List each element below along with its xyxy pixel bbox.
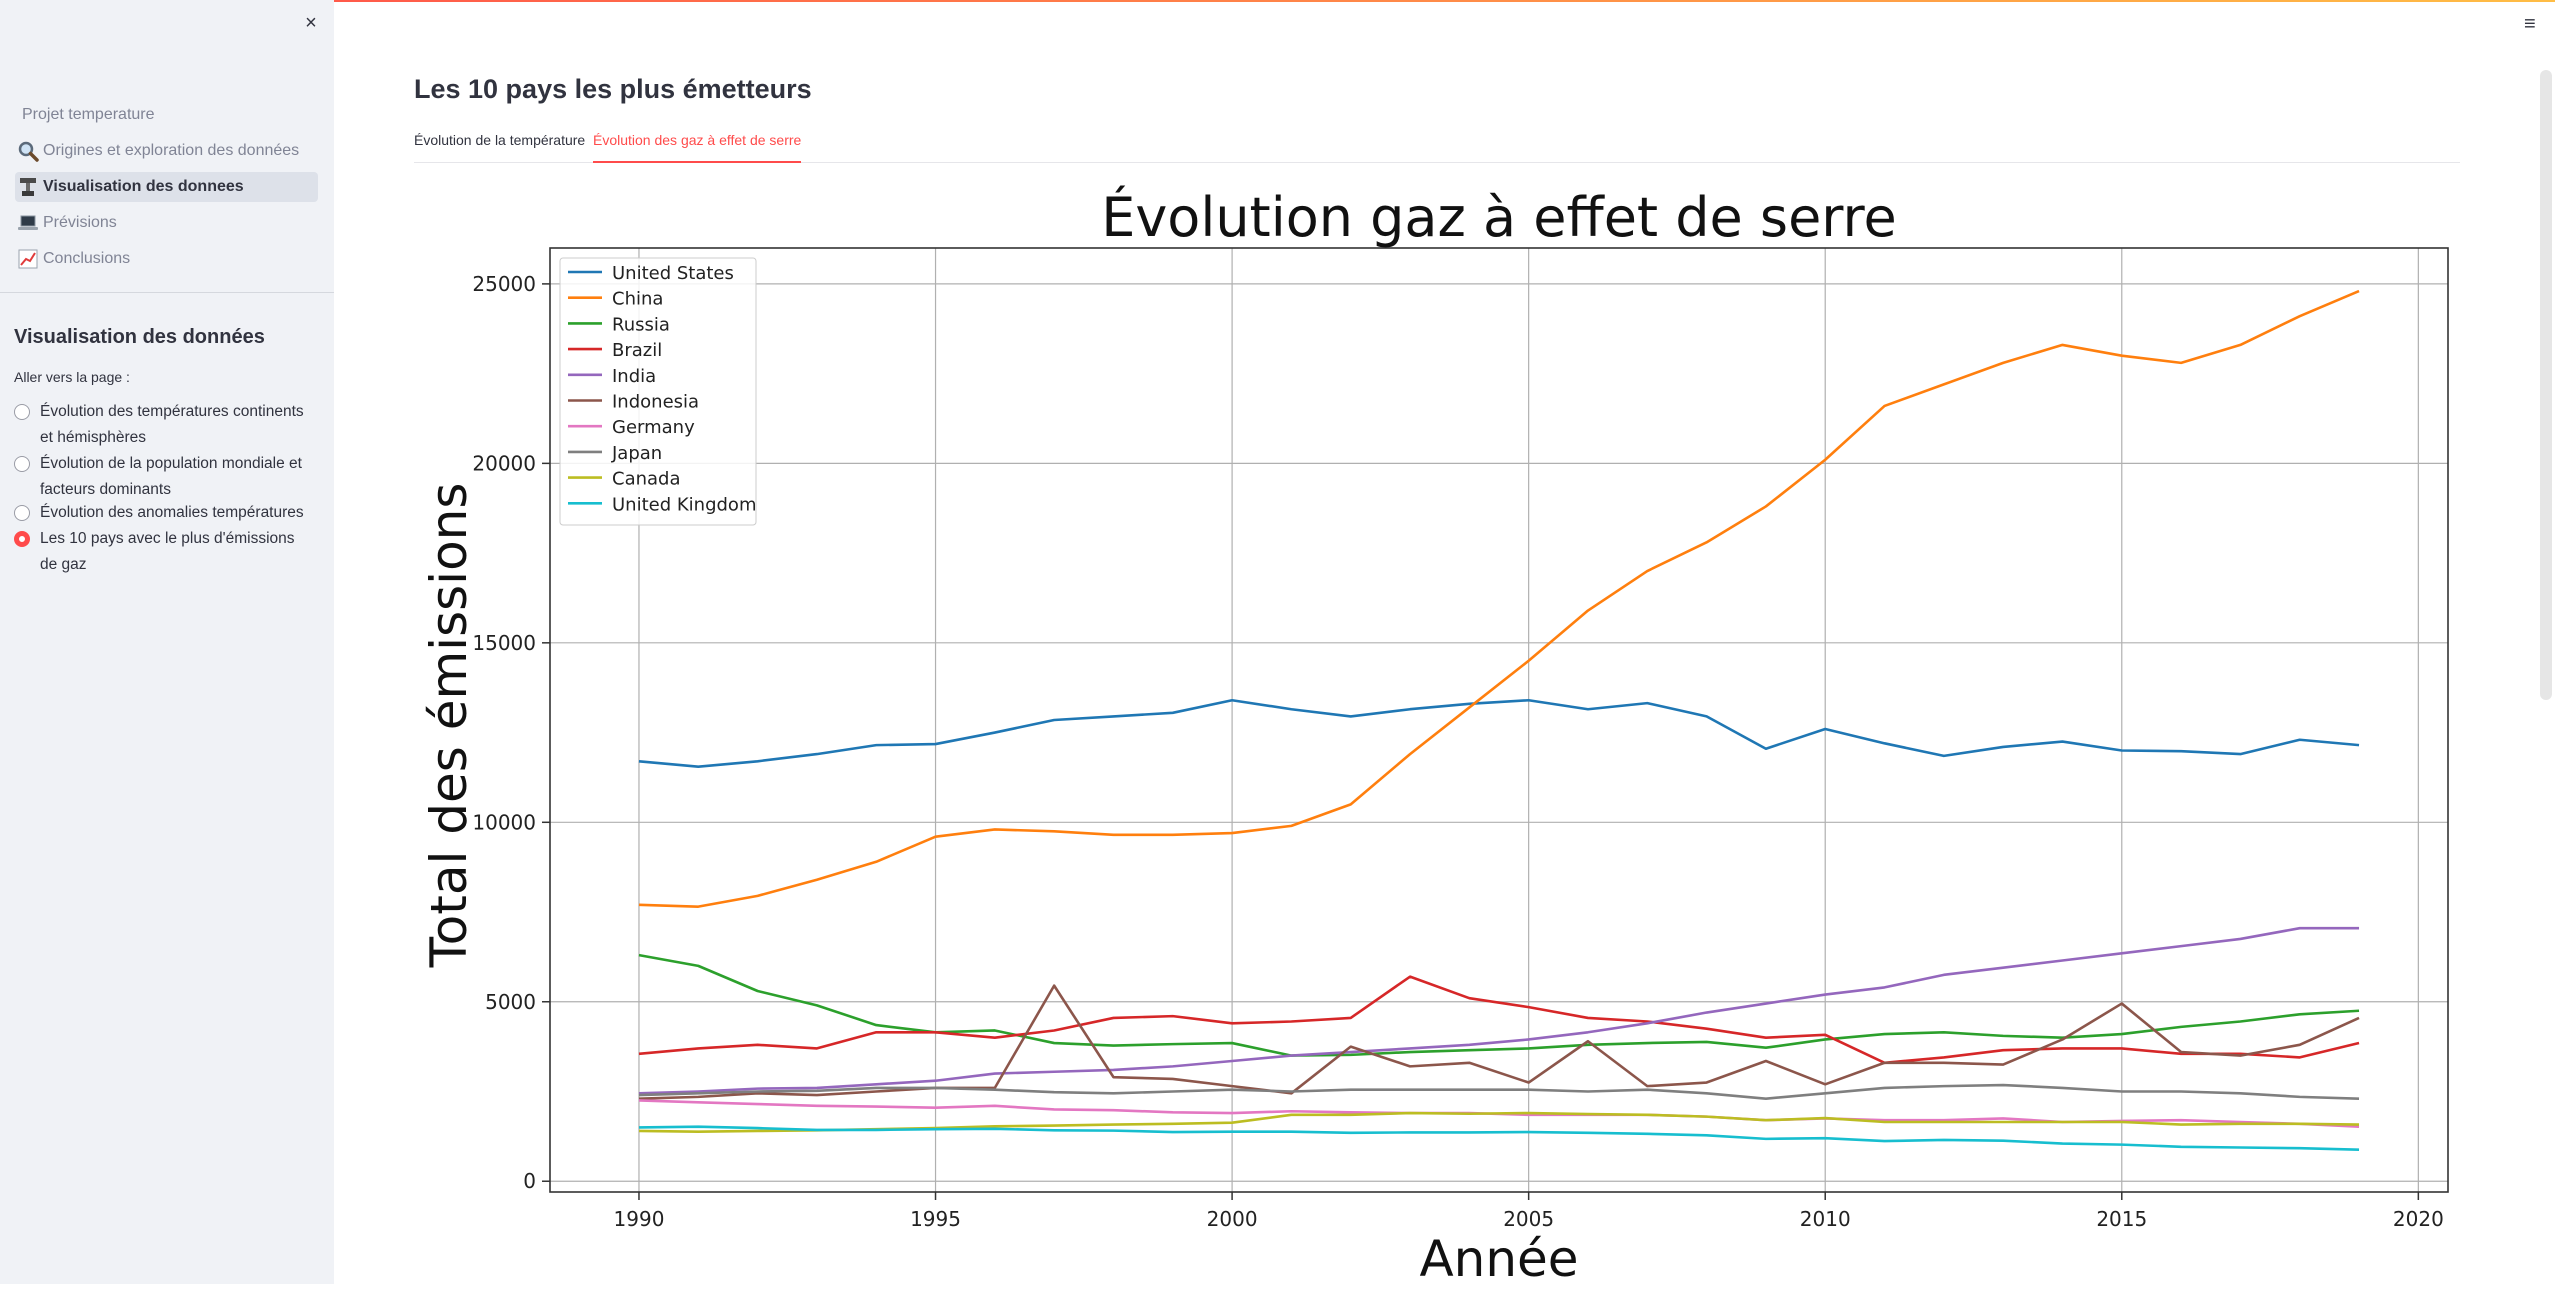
laptop-icon xyxy=(15,212,41,234)
radio-option-emissions[interactable]: Les 10 pays avec le plus d'émissions de … xyxy=(14,526,314,578)
legend-entry: China xyxy=(612,289,663,310)
legend-entry: United States xyxy=(612,263,734,284)
x-tick-label: 1995 xyxy=(910,1207,961,1231)
radio-option-anomalies[interactable]: Évolution des anomalies températures xyxy=(14,500,314,526)
tab-gaz-effet-serre[interactable]: Évolution des gaz à effet de serre xyxy=(593,128,802,163)
series-line-japan xyxy=(638,1083,2360,1100)
series-line-united-states xyxy=(638,698,2360,768)
x-axis-label: Année xyxy=(1419,1230,1578,1284)
chart-title: Évolution gaz à effet de serre xyxy=(1101,186,1897,249)
x-tick-label: 2000 xyxy=(1207,1207,1258,1231)
chart-increasing-icon xyxy=(15,248,41,270)
chart-axes: 1990 1995 2000 2005 2010 2015 2020 0 5000 10000 15… xyxy=(472,247,2449,1231)
sidebar-section-title: Visualisation des données xyxy=(14,326,265,348)
series-line-china xyxy=(638,289,2360,908)
radio-option-temperatures[interactable]: Évolution des températures continents et… xyxy=(14,399,314,451)
radio-group-label: Aller vers la page : xyxy=(14,369,130,385)
x-tick-label: 2020 xyxy=(2393,1207,2444,1231)
radio-option-label: Évolution de la population mondiale et f… xyxy=(40,455,302,498)
emissions-line-chart: Évolution gaz à effet de serre 1990 1995 2… xyxy=(420,186,2449,1288)
magnifier-icon xyxy=(15,140,41,162)
chart-series-lines xyxy=(638,289,2360,1151)
nav-item-label: Visualisation des donnees xyxy=(43,178,244,195)
series-line-united-kingdom xyxy=(638,1125,2360,1151)
nav-item-previsions[interactable]: Prévisions xyxy=(15,208,318,238)
series-line-russia xyxy=(638,953,2360,1057)
legend-box xyxy=(559,257,757,526)
x-tick-label: 2010 xyxy=(1800,1207,1851,1231)
y-tick-label: 25000 xyxy=(472,272,536,296)
robot-arm-icon xyxy=(15,176,41,198)
legend-entry: Germany xyxy=(612,417,695,438)
y-tick-label: 0 xyxy=(523,1169,536,1193)
x-tick-label: 2015 xyxy=(2096,1207,2147,1231)
y-axis-label: Total des émissions xyxy=(420,483,478,969)
y-tick-label: 5000 xyxy=(485,990,536,1014)
chart-grid xyxy=(550,248,2448,1192)
nav-item-conclusions[interactable]: Conclusions xyxy=(15,244,318,274)
nav-item-visualisation[interactable]: Visualisation des donnees xyxy=(15,172,318,202)
nav-header: Projet temperature xyxy=(22,106,155,123)
x-tick-label: 1990 xyxy=(614,1207,665,1231)
close-sidebar-button[interactable]: × xyxy=(305,12,317,34)
x-tick-label: 2005 xyxy=(1503,1207,1554,1231)
radio-circle-selected[interactable] xyxy=(14,531,30,547)
tab-bar: Évolution de la température Évolution de… xyxy=(414,128,2460,163)
radio-option-population[interactable]: Évolution de la population mondiale et f… xyxy=(14,451,314,503)
legend-entry: Brazil xyxy=(612,340,662,361)
radio-circle[interactable] xyxy=(14,505,30,521)
y-tick-label: 15000 xyxy=(472,631,536,655)
legend-entry: India xyxy=(612,366,656,387)
y-tick-label: 10000 xyxy=(472,810,536,834)
radio-circle[interactable] xyxy=(14,404,30,420)
nav-item-label: Conclusions xyxy=(43,250,131,267)
y-tick-label: 20000 xyxy=(472,451,536,475)
radio-option-label: Évolution des anomalies températures xyxy=(40,504,304,521)
legend-entry: United Kingdom xyxy=(612,494,756,515)
series-line-india xyxy=(638,926,2360,1095)
radio-circle[interactable] xyxy=(14,456,30,472)
page-title: Les 10 pays les plus émetteurs xyxy=(414,74,812,104)
top-progress-line xyxy=(0,0,2555,2)
main-menu-icon[interactable]: ≡ xyxy=(2524,13,2536,35)
sidebar: × Projet temperature Origines et explora… xyxy=(0,0,334,1284)
radio-option-label: Les 10 pays avec le plus d'émissions de … xyxy=(40,530,295,573)
tab-temperature[interactable]: Évolution de la température xyxy=(414,132,586,148)
legend-entry: Japan xyxy=(611,443,662,464)
series-line-brazil xyxy=(638,975,2360,1065)
chart-container: Évolution gaz à effet de serre 1990 1995 2… xyxy=(414,170,2494,1288)
legend-entry: Russia xyxy=(612,314,670,335)
legend-entry: Canada xyxy=(612,469,681,490)
scrollbar[interactable] xyxy=(2540,70,2552,700)
plot-frame xyxy=(549,247,2449,1193)
radio-option-label: Évolution des températures continents et… xyxy=(40,403,304,446)
nav-item-label: Prévisions xyxy=(43,214,117,231)
chart-legend: United States China Russia Brazil India Indon… xyxy=(559,257,757,526)
nav-item-origines[interactable]: Origines et exploration des données xyxy=(15,136,318,166)
legend-entry: Indonesia xyxy=(612,392,699,413)
nav-item-label: Origines et exploration des données xyxy=(43,142,300,159)
sidebar-divider xyxy=(0,292,334,293)
